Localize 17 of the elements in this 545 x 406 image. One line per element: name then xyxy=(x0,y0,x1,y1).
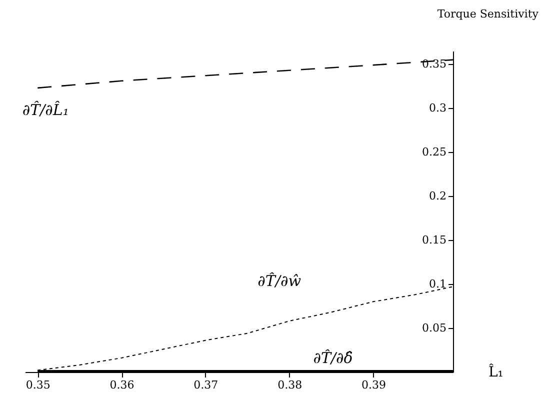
y-tick-label: 0.25 xyxy=(422,146,446,159)
y-tick-label: 0.1 xyxy=(429,278,446,291)
series-label: ∂T̂/∂δ̂ xyxy=(313,348,353,367)
y-tick-label: 0.15 xyxy=(422,234,446,247)
x-tick-label: 0.38 xyxy=(278,378,302,392)
y-tick-label: 0.3 xyxy=(429,102,446,115)
y-axis-title: Torque Sensitivity xyxy=(437,8,540,20)
x-axis-title: L̂₁ xyxy=(488,362,504,380)
x-tick-label: 0.37 xyxy=(194,378,218,392)
y-tick-label: 0.2 xyxy=(429,190,446,203)
x-tick-label: 0.39 xyxy=(362,378,386,392)
y-tick-label: 0.05 xyxy=(422,322,446,335)
x-tick-label: 0.35 xyxy=(26,378,50,392)
series-label: ∂T̂/∂L̂₁ xyxy=(22,100,69,119)
y-tick-label: 0.35 xyxy=(422,58,446,71)
x-tick-label: 0.36 xyxy=(110,378,134,392)
series-label: ∂T̂/∂ŵ xyxy=(258,271,302,290)
